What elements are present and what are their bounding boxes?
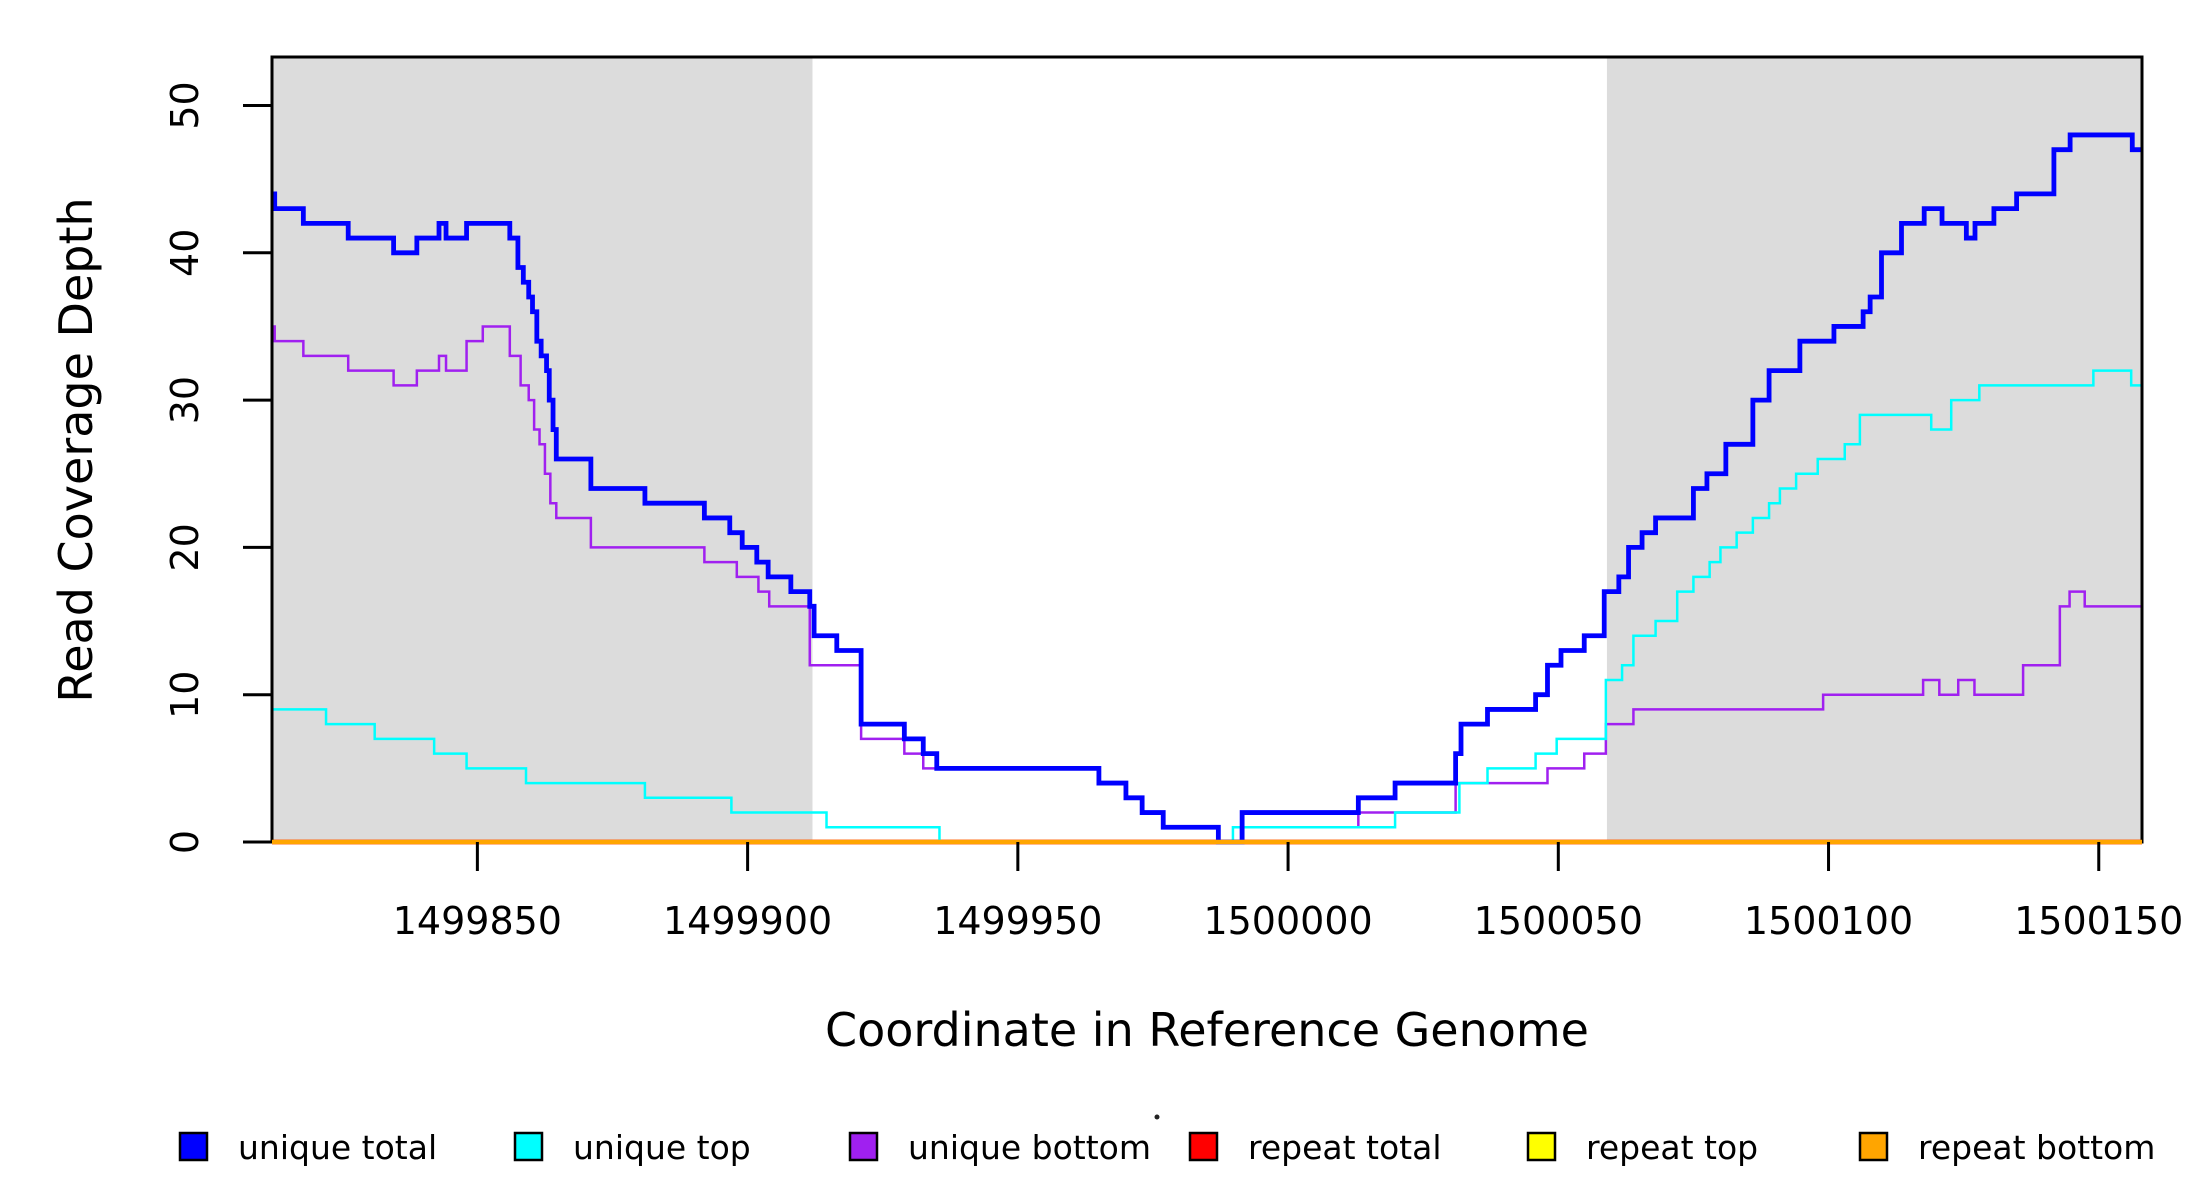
legend-swatch-repeat-bottom	[1858, 1131, 1889, 1162]
y-axis-title: Read Coverage Depth	[49, 197, 103, 702]
x-tick-label: 1500150	[2014, 899, 2183, 943]
y-tick-label: 40	[163, 229, 207, 277]
x-tick-label: 1500000	[1203, 899, 1372, 943]
legend-swatch-repeat-total	[1188, 1131, 1219, 1162]
series-unique-total	[272, 132, 2142, 845]
legend-label-unique-bottom: unique bottom	[908, 1128, 1151, 1167]
legend-swatch-unique-top	[513, 1131, 544, 1162]
shaded-region-right-repeat-flank	[1606, 57, 2142, 842]
stray-dot	[1154, 1114, 1160, 1120]
series-unique-top	[272, 369, 2142, 844]
y-tick-label: 10	[163, 671, 207, 719]
y-tick-label: 30	[163, 376, 207, 424]
legend-label-repeat-top: repeat top	[1586, 1128, 1758, 1167]
y-tick-label: 0	[163, 830, 207, 854]
legend-item-repeat-bottom: repeat bottom	[1858, 1128, 2155, 1167]
shaded-region-left-repeat-flank	[272, 57, 813, 842]
y-tick-label: 50	[163, 81, 207, 129]
legend-item-unique-total: unique total	[178, 1128, 437, 1167]
x-axis-title: Coordinate in Reference Genome	[825, 1003, 1589, 1057]
legend-item-repeat-total: repeat total	[1188, 1128, 1442, 1167]
legend-item-unique-top: unique top	[513, 1128, 751, 1167]
legend-label-repeat-total: repeat total	[1248, 1128, 1442, 1167]
x-tick-label: 1499950	[933, 899, 1102, 943]
legend-label-unique-top: unique top	[573, 1128, 751, 1167]
x-tick-label: 1500100	[1744, 899, 1913, 943]
y-tick-label: 20	[163, 523, 207, 571]
legend-item-repeat-top: repeat top	[1526, 1128, 1758, 1167]
legend: unique total unique top unique bottom re…	[178, 1114, 2155, 1167]
x-tick-label: 1499850	[393, 899, 562, 943]
legend-item-unique-bottom: unique bottom	[848, 1128, 1151, 1167]
x-tick-label: 1499900	[663, 899, 832, 943]
legend-swatch-unique-bottom	[848, 1131, 879, 1162]
x-tick-label: 1500050	[1474, 899, 1643, 943]
legend-label-unique-total: unique total	[238, 1128, 437, 1167]
axes: 1499850 1499900 1499950 1500000 1500050 15001…	[163, 81, 2183, 943]
legend-swatch-repeat-top	[1526, 1131, 1557, 1162]
shaded-regions	[272, 57, 2142, 842]
legend-label-repeat-bottom: repeat bottom	[1918, 1128, 2155, 1167]
legend-swatch-unique-total	[178, 1131, 209, 1162]
